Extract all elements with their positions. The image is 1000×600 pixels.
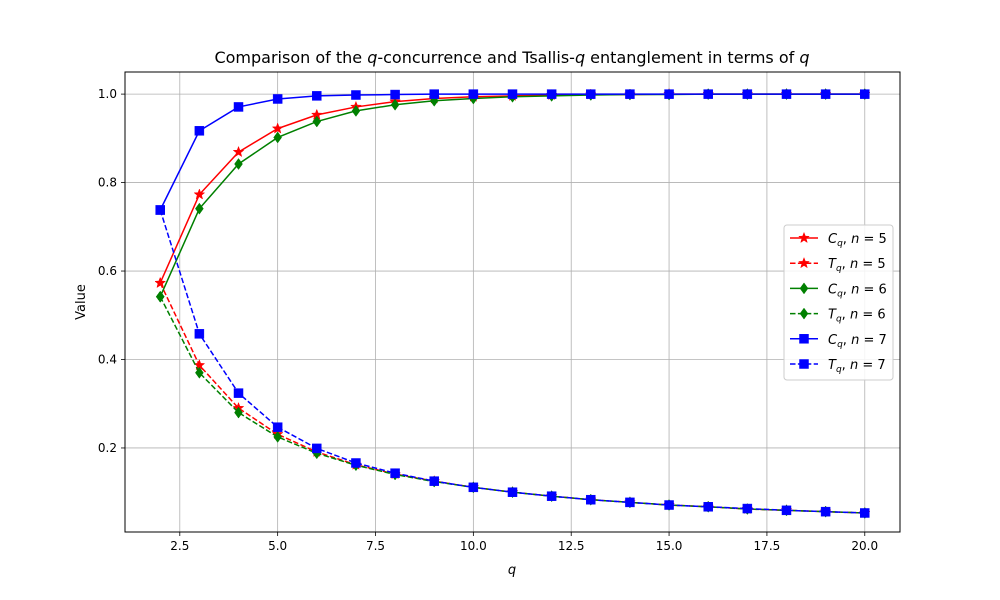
data-point bbox=[351, 104, 361, 117]
plot-frame bbox=[124, 71, 901, 533]
data-point bbox=[625, 497, 635, 508]
x-tick-label: 2.5 bbox=[170, 539, 189, 553]
data-point bbox=[312, 443, 322, 454]
legend-item: Tq, n = 7 bbox=[790, 358, 886, 375]
legend-item: Tq, n = 6 bbox=[790, 308, 886, 325]
legend-item: Cq, n = 6 bbox=[790, 282, 887, 299]
legend: Cq, n = 5 Tq, n = 5 Cq, n = 6 Tq, n = 6 Cq, … bbox=[783, 224, 894, 381]
legend-label: Tq, n = 5 bbox=[828, 257, 886, 274]
legend-marker bbox=[798, 231, 810, 244]
data-point bbox=[664, 500, 674, 510]
data-point bbox=[390, 98, 400, 111]
data-point bbox=[195, 202, 204, 215]
legend-marker bbox=[799, 307, 809, 320]
data-point bbox=[351, 90, 361, 100]
data-point bbox=[468, 482, 479, 493]
data-point bbox=[546, 491, 557, 501]
data-point bbox=[233, 388, 244, 398]
data-point bbox=[429, 89, 439, 99]
data-point bbox=[625, 89, 635, 99]
data-point bbox=[703, 89, 713, 99]
x-tick-label: 20.0 bbox=[851, 539, 878, 553]
data-point bbox=[155, 290, 165, 303]
data-point bbox=[429, 476, 439, 486]
data-point bbox=[271, 122, 284, 134]
data-point bbox=[390, 468, 400, 478]
x-tick-label: 12.5 bbox=[558, 539, 585, 553]
chart-title: Comparison of the q-concurrence and Tsal… bbox=[214, 48, 809, 67]
legend-items: Cq, n = 5 Tq, n = 5 Cq, n = 6 Tq, n = 6 Cq, … bbox=[790, 231, 887, 375]
data-point bbox=[703, 502, 713, 512]
legend-marker bbox=[798, 256, 810, 269]
data-point bbox=[155, 205, 165, 215]
data-point bbox=[390, 89, 400, 100]
data-point bbox=[312, 91, 322, 101]
data-point bbox=[234, 406, 243, 419]
y-axis-label: Value bbox=[74, 284, 89, 320]
ticks-layer: 2.5 5.0 7.5 10.0 12.5 15.0 17.5 20.0 0.2 0.4 0.6 0.… bbox=[98, 87, 878, 553]
data-point bbox=[820, 506, 831, 517]
data-point bbox=[781, 505, 792, 516]
series-5 bbox=[155, 205, 870, 518]
data-point bbox=[272, 94, 283, 104]
legend-label: Tq, n = 6 bbox=[828, 308, 886, 325]
x-tick-label: 15.0 bbox=[656, 539, 683, 553]
y-tick-label: 0.6 bbox=[98, 264, 117, 278]
legend-marker bbox=[799, 282, 809, 295]
data-point bbox=[273, 131, 282, 144]
x-tick-label: 17.5 bbox=[754, 539, 781, 553]
legend-item: Tq, n = 5 bbox=[790, 256, 886, 274]
series-4 bbox=[155, 89, 870, 215]
data-point bbox=[586, 494, 596, 505]
y-tick-label: 0.8 bbox=[98, 176, 117, 190]
data-point bbox=[820, 89, 831, 99]
data-point bbox=[154, 276, 167, 289]
data-point bbox=[860, 89, 870, 99]
data-point bbox=[742, 503, 753, 514]
data-point bbox=[742, 89, 753, 99]
data-point bbox=[194, 329, 205, 339]
data-point bbox=[234, 158, 243, 170]
legend-label: Cq, n = 5 bbox=[828, 232, 887, 249]
x-tick-label: 10.0 bbox=[460, 539, 487, 553]
legend-item: Cq, n = 5 bbox=[790, 231, 887, 249]
data-point bbox=[195, 366, 204, 379]
y-tick-label: 1.0 bbox=[98, 87, 117, 101]
legend-marker bbox=[799, 359, 809, 369]
x-axis-label: q bbox=[508, 563, 516, 578]
data-point bbox=[664, 89, 674, 99]
data-point bbox=[507, 89, 518, 99]
data-point bbox=[546, 89, 557, 99]
legend-item: Cq, n = 7 bbox=[790, 333, 887, 350]
data-point bbox=[312, 115, 322, 128]
data-point bbox=[507, 487, 518, 497]
data-point bbox=[233, 102, 244, 112]
y-tick-label: 0.2 bbox=[98, 441, 117, 455]
legend-marker bbox=[799, 334, 809, 344]
data-point bbox=[860, 508, 870, 518]
series-layer bbox=[154, 87, 871, 519]
data-point bbox=[468, 89, 479, 99]
data-point bbox=[586, 89, 596, 99]
data-point bbox=[272, 422, 283, 432]
x-tick-label: 7.5 bbox=[366, 539, 385, 553]
data-point bbox=[232, 145, 245, 158]
legend-label: Cq, n = 6 bbox=[828, 282, 887, 299]
x-tick-label: 5.0 bbox=[268, 539, 287, 553]
data-point bbox=[781, 89, 792, 99]
data-point bbox=[273, 430, 282, 443]
data-point bbox=[194, 126, 205, 136]
legend-label: Cq, n = 7 bbox=[828, 333, 887, 350]
data-point bbox=[351, 458, 361, 468]
data-point bbox=[193, 188, 206, 200]
legend-label: Tq, n = 7 bbox=[828, 358, 886, 375]
grid-layer bbox=[125, 72, 900, 532]
y-tick-label: 0.4 bbox=[98, 353, 117, 367]
